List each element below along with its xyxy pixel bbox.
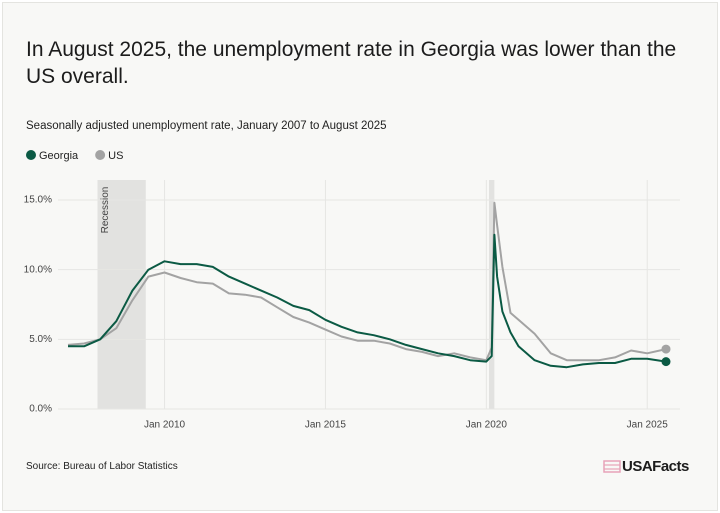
- chart-title: In August 2025, the unemployment rate in…: [26, 38, 677, 88]
- legend-swatch: [26, 150, 36, 160]
- logo-icon: [603, 460, 621, 473]
- y-tick-label: 0.0%: [29, 404, 52, 415]
- source-note: Source: Bureau of Labor Statistics: [26, 461, 178, 472]
- end-point: [661, 357, 671, 367]
- end-point: [661, 344, 671, 354]
- legend-label: US: [108, 150, 123, 162]
- recession-band: [97, 180, 146, 409]
- data-line: [68, 233, 667, 369]
- x-tick-label: Jan 2010: [144, 420, 186, 431]
- brand-logo: USAFacts: [622, 458, 689, 475]
- data-line: [67, 201, 667, 362]
- x-tick-label: Jan 2015: [305, 420, 347, 431]
- chart-subtitle: Seasonally adjusted unemployment rate, J…: [26, 120, 387, 132]
- y-tick-label: 15.0%: [24, 195, 52, 206]
- y-tick-label: 5.0%: [29, 334, 52, 345]
- y-tick-label: 10.0%: [24, 264, 52, 275]
- x-tick-label: Jan 2020: [466, 420, 508, 431]
- legend-swatch: [95, 150, 106, 160]
- legend-label: Georgia: [39, 150, 79, 162]
- x-tick-label: Jan 2025: [627, 420, 669, 431]
- recession-label: Recession: [100, 187, 111, 234]
